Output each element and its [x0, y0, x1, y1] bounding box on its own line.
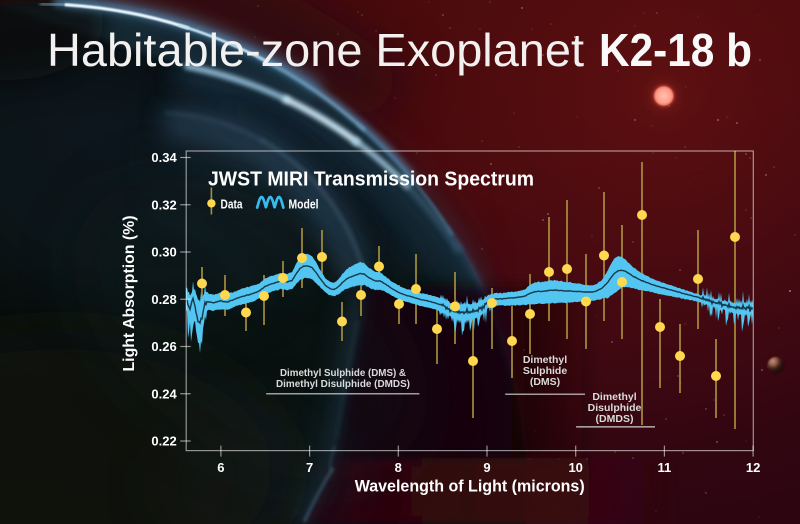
svg-text:Dimethyl Disulphide (DMDS): Dimethyl Disulphide (DMDS) — [276, 378, 410, 390]
svg-text:Dimethyl: Dimethyl — [523, 354, 567, 366]
svg-text:0.24: 0.24 — [151, 386, 177, 401]
svg-text:8: 8 — [395, 460, 402, 475]
svg-text:Data: Data — [221, 197, 244, 212]
svg-text:9: 9 — [483, 460, 490, 475]
svg-text:K2-18 b: K2-18 b — [599, 24, 752, 76]
svg-text:11: 11 — [658, 460, 672, 475]
svg-text:Dimethyl: Dimethyl — [592, 391, 636, 403]
svg-text:Disulphide: Disulphide — [588, 402, 642, 414]
svg-text:0.34: 0.34 — [151, 150, 177, 165]
svg-text:0.22: 0.22 — [151, 434, 176, 449]
svg-text:6: 6 — [217, 460, 224, 475]
svg-text:Model: Model — [289, 197, 319, 212]
svg-text:(DMS): (DMS) — [530, 376, 560, 388]
svg-text:Light Absorption (%): Light Absorption (%) — [121, 216, 138, 372]
svg-text:0.30: 0.30 — [151, 245, 176, 260]
svg-text:(DMDS): (DMDS) — [596, 413, 634, 425]
svg-text:12: 12 — [746, 460, 760, 475]
svg-text:Sulphide: Sulphide — [523, 365, 567, 377]
svg-text:0.26: 0.26 — [151, 339, 176, 354]
svg-text:JWST MIRI Transmission Spectru: JWST MIRI Transmission Spectrum — [208, 168, 534, 191]
svg-text:0.28: 0.28 — [151, 292, 176, 307]
svg-text:7: 7 — [306, 460, 313, 475]
svg-text:Wavelength of Light (microns): Wavelength of Light (microns) — [355, 478, 585, 496]
svg-text:Habitable-zone Exoplanet: Habitable-zone Exoplanet — [47, 24, 584, 76]
svg-text:10: 10 — [568, 460, 582, 475]
svg-text:0.32: 0.32 — [151, 197, 176, 212]
svg-text:Dimethyl Sulphide (DMS) &: Dimethyl Sulphide (DMS) & — [280, 367, 406, 379]
